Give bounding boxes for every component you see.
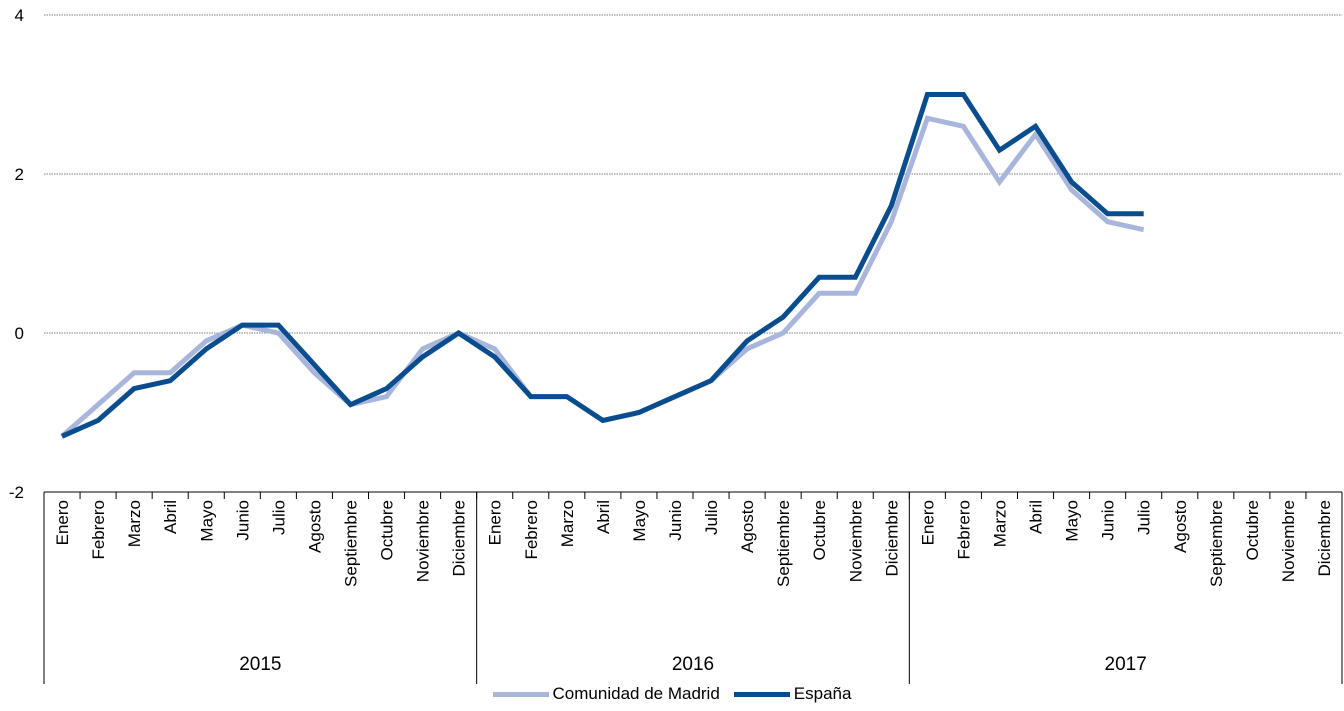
x-tick-label: Diciembre bbox=[450, 500, 469, 577]
x-tick-label: Junio bbox=[1099, 500, 1118, 541]
x-tick-label: Julio bbox=[269, 500, 288, 535]
x-tick-label: Noviembre bbox=[846, 500, 865, 582]
x-tick-label: Enero bbox=[486, 500, 505, 545]
x-tick-label: Mayo bbox=[197, 500, 216, 542]
x-tick-label: Marzo bbox=[558, 500, 577, 547]
x-tick-label: Octubre bbox=[1243, 500, 1262, 560]
x-tick-label: Agosto bbox=[738, 500, 757, 553]
x-tick-label: Marzo bbox=[125, 500, 144, 547]
x-tick-label: Abril bbox=[1027, 500, 1046, 534]
year-label: 2017 bbox=[1105, 654, 1147, 675]
x-tick-label: Diciembre bbox=[1315, 500, 1334, 577]
legend-item-madrid: Comunidad de Madrid bbox=[492, 684, 720, 704]
x-tick-label: Febrero bbox=[89, 500, 108, 560]
legend-swatch-espana bbox=[733, 691, 790, 697]
year-label: 2015 bbox=[239, 654, 281, 675]
x-tick-label: Junio bbox=[233, 500, 252, 541]
x-tick-label: Septiembre bbox=[774, 500, 793, 587]
y-tick-label: -2 bbox=[9, 483, 24, 502]
series-line-madrid bbox=[60, 115, 1145, 439]
x-tick-label: Noviembre bbox=[1279, 500, 1298, 582]
legend-label-madrid: Comunidad de Madrid bbox=[552, 684, 720, 703]
y-tick-label: 2 bbox=[15, 165, 24, 184]
x-tick-label: Diciembre bbox=[882, 500, 901, 577]
y-tick-label: 0 bbox=[15, 324, 24, 343]
x-tick-label: Febrero bbox=[954, 500, 973, 560]
series-line-espana bbox=[60, 92, 1144, 439]
x-tick-label: Octubre bbox=[378, 500, 397, 560]
x-tick-label: Abril bbox=[161, 500, 180, 534]
x-tick-label: Agosto bbox=[305, 500, 324, 553]
x-tick-label: Abril bbox=[594, 500, 613, 534]
x-tick-label: Enero bbox=[918, 500, 937, 545]
x-tick-label: Marzo bbox=[990, 500, 1009, 547]
x-tick-label: Mayo bbox=[1063, 500, 1082, 542]
x-tick-label: Septiembre bbox=[1207, 500, 1226, 587]
x-tick-label: Agosto bbox=[1171, 500, 1190, 553]
legend-swatch-madrid bbox=[492, 691, 549, 697]
x-tick-label: Septiembre bbox=[341, 500, 360, 587]
x-tick-label: Julio bbox=[1135, 500, 1154, 535]
legend: Comunidad de Madrid España bbox=[0, 684, 1344, 704]
x-tick-label: Mayo bbox=[630, 500, 649, 542]
y-tick-label: 4 bbox=[15, 6, 24, 25]
legend-label-espana: España bbox=[793, 684, 852, 703]
x-tick-label: Julio bbox=[702, 500, 721, 535]
x-tick-label: Octubre bbox=[810, 500, 829, 560]
year-label: 2016 bbox=[672, 654, 714, 675]
x-tick-label: Enero bbox=[53, 500, 72, 545]
x-tick-label: Febrero bbox=[522, 500, 541, 560]
legend-item-espana: España bbox=[733, 684, 852, 704]
x-tick-label: Noviembre bbox=[414, 500, 433, 582]
x-tick-label: Junio bbox=[666, 500, 685, 541]
